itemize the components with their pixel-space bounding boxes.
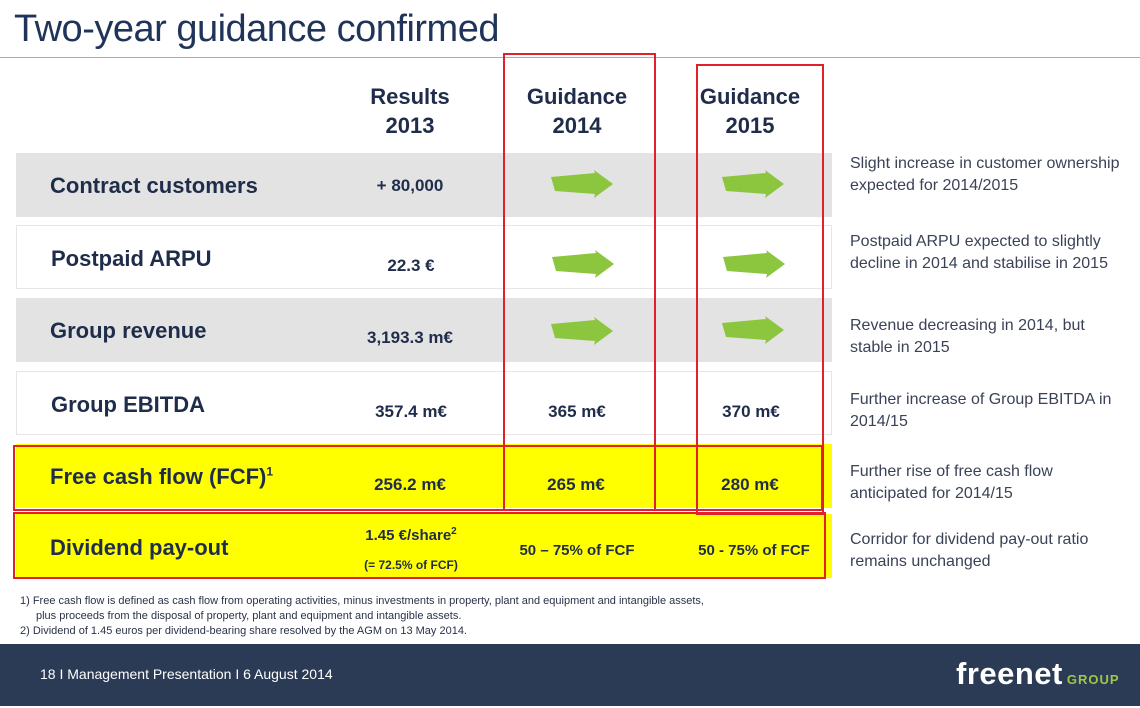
header-results-line2: 2013 bbox=[385, 113, 435, 138]
note-group-revenue: Revenue decreasing in 2014, but stable i… bbox=[850, 317, 1085, 356]
title-divider bbox=[0, 57, 1140, 58]
row-label: Group EBITDA bbox=[51, 392, 205, 417]
note-group-ebitda: Further increase of Group EBITDA in 2014… bbox=[850, 391, 1112, 430]
footer-text: 18 I Management Presentation I 6 August … bbox=[40, 666, 333, 682]
header-g2014-line1: Guidance bbox=[526, 84, 628, 109]
value-guidance-2015: 50 - 75% of FCF bbox=[698, 542, 810, 559]
note-postpaid-arpu: Postpaid ARPU expected to slightly decli… bbox=[850, 233, 1108, 272]
freenet-logo: freenet GROUP bbox=[956, 656, 1120, 692]
value-results: 22.3 € bbox=[387, 256, 435, 275]
value-guidance-2014: 50 – 75% of FCF bbox=[519, 542, 635, 559]
value-results-sub: (= 72.5% of FCF) bbox=[364, 558, 458, 572]
row-label: Free cash flow (FCF)1 bbox=[50, 464, 273, 490]
note-dividend-payout: Corridor for dividend pay-out ratio rema… bbox=[850, 531, 1089, 570]
row-dividend-payout: Dividend pay-out 1.45 €/share2 (= 72.5% … bbox=[16, 514, 832, 578]
value-results: 1.45 €/share2 bbox=[346, 526, 476, 544]
frame-guidance-2015-column bbox=[696, 64, 824, 515]
row-label-text: Free cash flow (FCF) bbox=[50, 464, 267, 489]
footer-bar: 18 I Management Presentation I 6 August … bbox=[0, 644, 1140, 706]
value-guidance-2014: 265 m€ bbox=[547, 475, 605, 494]
arrow-right-icon bbox=[722, 170, 784, 198]
row-label: Postpaid ARPU bbox=[51, 246, 212, 271]
header-results-line1: Results bbox=[370, 84, 450, 109]
note-free-cash-flow: Further rise of free cash flow anticipat… bbox=[850, 463, 1053, 502]
footnote-marker: 1 bbox=[266, 464, 274, 479]
frame-guidance-2014-column bbox=[503, 53, 656, 511]
arrow-right-icon bbox=[551, 170, 613, 198]
note-contract-customers: Slight increase in customer ownership ex… bbox=[850, 155, 1120, 194]
row-label: Dividend pay-out bbox=[50, 535, 229, 560]
footnote-1: 1) Free cash flow is defined as cash flo… bbox=[20, 595, 704, 607]
footnote-2: 2) Dividend of 1.45 euros per dividend-b… bbox=[20, 625, 467, 637]
value-guidance-2015: 280 m€ bbox=[721, 475, 779, 494]
value-results: 357.4 m€ bbox=[375, 402, 447, 421]
value-guidance-2014: 365 m€ bbox=[548, 402, 606, 421]
logo-wordmark: freenet bbox=[956, 656, 1063, 691]
value-results: + 80,000 bbox=[376, 176, 444, 195]
arrow-right-icon bbox=[723, 250, 785, 278]
header-g2014-line2: 2014 bbox=[552, 113, 602, 138]
value-results: 3,193.3 m€ bbox=[366, 328, 453, 347]
row-label: Contract customers bbox=[50, 173, 258, 198]
value-results-main: 1.45 €/share bbox=[365, 527, 452, 544]
header-results-2013: Results 2013 bbox=[350, 82, 470, 140]
slide-title: Two-year guidance confirmed bbox=[14, 8, 499, 50]
header-g2015-line2: 2015 bbox=[725, 113, 775, 138]
arrow-right-icon bbox=[551, 317, 613, 345]
footnote-marker: 2 bbox=[451, 526, 457, 537]
logo-group: GROUP bbox=[1066, 672, 1120, 687]
value-guidance-2015: 370 m€ bbox=[722, 402, 780, 421]
frame-dividend-row bbox=[13, 512, 826, 579]
row-label: Group revenue bbox=[50, 318, 207, 343]
header-g2015-line1: Guidance bbox=[699, 84, 801, 109]
frame-free-cash-flow-row bbox=[13, 445, 823, 511]
header-guidance-2015: Guidance 2015 bbox=[690, 82, 810, 140]
arrow-right-icon bbox=[722, 316, 784, 344]
footnote-1-cont: plus proceeds from the disposal of prope… bbox=[36, 610, 462, 622]
arrow-right-icon bbox=[552, 250, 614, 278]
header-guidance-2014: Guidance 2014 bbox=[507, 82, 647, 140]
value-results: 256.2 m€ bbox=[374, 475, 446, 494]
